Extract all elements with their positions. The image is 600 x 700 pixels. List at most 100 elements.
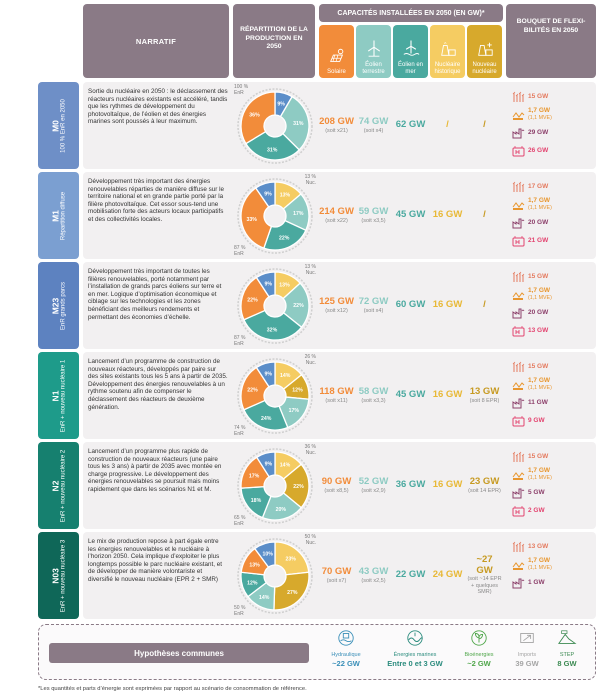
donut-label: 14%	[259, 595, 270, 601]
battery-icon	[512, 472, 525, 480]
footer-label: STEP	[559, 652, 575, 658]
tech-label: Solaire	[327, 68, 346, 75]
flexibility-item: 13 GW	[512, 322, 596, 340]
flexibility-item: 2 GW	[512, 502, 596, 520]
donut-label: 12%	[247, 580, 258, 586]
capacity-value: 24 GW	[432, 569, 463, 581]
capacity-cell: 208 GW (soit x21)	[319, 82, 354, 169]
flexibility-item: 9 GW	[512, 412, 596, 430]
row-background	[83, 82, 596, 169]
flexibility-value: 1,7 GW	[528, 287, 551, 295]
donut-svg: 13% 22% 32% 22% 9%	[237, 268, 313, 344]
donut-label: 36%	[249, 112, 260, 118]
donut-label: 9%	[264, 192, 272, 198]
donut-label: 13%	[279, 283, 290, 289]
capacity-value: 23 GW	[469, 476, 500, 487]
footer-value: 39 GW	[515, 658, 539, 668]
interconnection-icon	[512, 271, 525, 282]
scenario-narrative: Développement très important de toutes l…	[88, 268, 222, 321]
capacity-note: (soit x4)	[363, 307, 384, 314]
flexibility-item: 20 GW	[512, 304, 596, 322]
flexibility-list: 15 GW 1,7 GW (1,1 MVE) 20 GW 13 GW	[512, 268, 596, 340]
flexibility-value: 21 GW	[528, 236, 549, 244]
share-enr: 74 % EnR	[234, 425, 246, 437]
donut-label: 22%	[247, 387, 258, 393]
donut-svg: 14% 22% 20% 18% 17% 9%	[237, 448, 313, 524]
capacity-cell: 74 GW (soit x4)	[356, 82, 391, 169]
capacity-note: (soit x11)	[325, 397, 348, 404]
flexibility-item: 15 GW	[512, 268, 596, 286]
capacity-cell: 16 GW	[430, 442, 465, 529]
footer-label: Bioénergies	[464, 652, 494, 658]
capacity-value: 208 GW	[319, 116, 354, 127]
thermal-plant-icon	[512, 128, 525, 139]
donut-slice-onshore	[279, 95, 310, 151]
flexibility-item: 1,7 GW (1,1 MVE)	[512, 556, 596, 574]
donut-label: 9%	[265, 282, 273, 288]
tech-eolien-mer: Éolien en mer	[393, 25, 428, 78]
scenario-code: M23	[50, 297, 60, 314]
capacity-value: 125 GW	[319, 296, 354, 307]
new-nuclear-icon	[477, 42, 493, 56]
flexibility-item: 5 GW	[512, 484, 596, 502]
footer-label: Imports	[517, 652, 537, 658]
capacity-value: 16 GW	[432, 209, 463, 221]
capacity-value: 52 GW	[358, 476, 389, 487]
tech-label: Nouveau nucléaire	[472, 62, 497, 75]
scenario-label: M23 EnR grands parcs	[38, 262, 79, 349]
scenario-narrative: Le mix de production repose à part égale…	[88, 538, 223, 583]
donut-slice-hydro	[253, 541, 276, 569]
capacity-cell: 60 GW	[393, 262, 428, 349]
footer-value: ~2 GW	[467, 658, 491, 668]
donut-label: 22%	[293, 303, 304, 309]
flexibility-value: 29 GW	[528, 128, 549, 136]
scenario-label: M1 Répartition diffuse	[38, 172, 79, 259]
capacity-note: (soit x7)	[326, 577, 347, 584]
capacity-value: /	[483, 209, 486, 221]
capacity-note: (soit x4)	[363, 127, 384, 134]
tech-label: Éolien en mer	[397, 62, 424, 75]
flexibility-value: 17 GW	[528, 182, 549, 190]
donut-slice-hydro	[255, 361, 276, 388]
donut-hole	[265, 116, 285, 136]
capacity-cell: 24 GW	[430, 532, 465, 619]
footer-bioenergies: Bioénergies ~2 GW	[457, 629, 501, 668]
capacity-note: (soit 8 EPR)	[469, 397, 500, 404]
scenario-narrative: Lancement d’un programme plus rapide de …	[88, 448, 222, 493]
flexibility-item: 21 GW	[512, 232, 596, 250]
donut-ring	[237, 178, 313, 254]
share-enr: 87 % EnR	[234, 245, 246, 257]
footer-energies-marines: Énergies marines Entre 0 et 3 GW	[379, 629, 451, 668]
donut-ring	[237, 88, 313, 164]
donut-label: 23%	[286, 557, 297, 563]
capacity-value: 16 GW	[432, 479, 463, 491]
capacity-note: (soit x2,9)	[361, 487, 386, 494]
capacity-note: (soit x2,5)	[361, 577, 386, 584]
flexibility-list: 17 GW 1,7 GW (1,1 MVE) 20 GW 21 GW	[512, 178, 596, 250]
capacity-value: 22 GW	[395, 569, 426, 581]
production-donut: 13% 22% 32% 22% 9% 13 % Nuc. 87 % EnR	[234, 263, 316, 348]
capacity-cell: 90 GW (soit x8,5)	[319, 442, 354, 529]
capacity-note: (soit x22)	[325, 217, 348, 224]
capacity-value: 13 GW	[469, 386, 500, 397]
scenario-code: N03	[50, 567, 60, 584]
capacity-value: 45 GW	[395, 209, 426, 221]
capacity-cell: /	[430, 82, 465, 169]
leaf-icon	[471, 630, 487, 646]
donut-slice-offshore	[243, 309, 303, 341]
donut-slice-offshore	[263, 219, 307, 251]
share-enr: 50 % EnR	[234, 605, 246, 617]
scenario-row: N1 EnR + nouveau nucléaire 1 Lancement d’u…	[38, 352, 596, 439]
donut-hole	[265, 206, 285, 226]
row-background	[83, 172, 596, 259]
flexibility-item: 15 GW	[512, 448, 596, 466]
capacity-cell: ~27 GW (soit ~14 EPR + quelques SMR)	[467, 532, 502, 619]
footer-imports: Imports 39 GW	[509, 629, 545, 668]
capacity-value: 118 GW	[319, 386, 354, 397]
share-nuclear: 13 % Nuc.	[304, 174, 316, 186]
scenario-subtitle: EnR + nouveau nucléaire 3	[60, 539, 66, 612]
scenario-subtitle: Répartition diffuse	[60, 191, 66, 240]
header-bouquet: BOUQUET DE FLEXI-BILITÉS EN 2050	[506, 4, 596, 78]
flexibility-item: 1 GW	[512, 574, 596, 592]
capacity-note: (soit x12)	[325, 307, 348, 314]
